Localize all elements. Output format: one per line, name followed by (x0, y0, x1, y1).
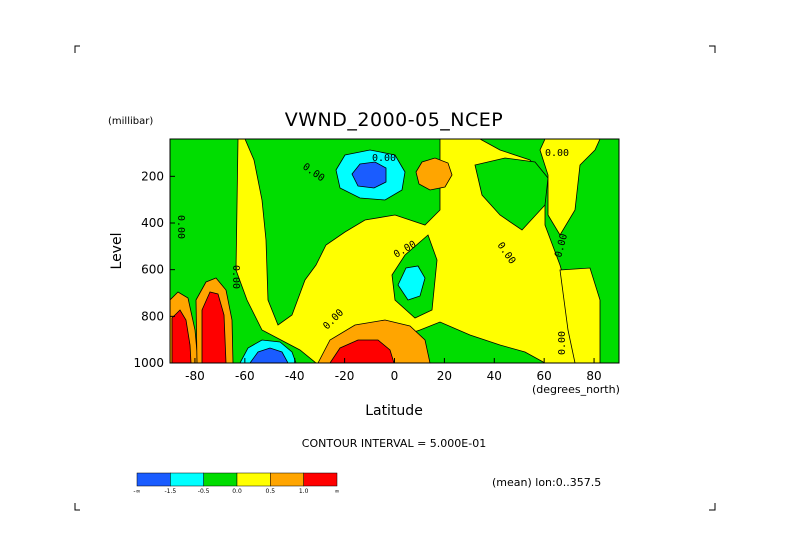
x-units-label: (degrees_north) (532, 383, 620, 396)
contour-interval-text: CONTOUR INTERVAL = 5.000E-01 (302, 437, 486, 450)
yellow-region-northeast (539, 139, 601, 236)
red-jet-south-1 (171, 309, 192, 363)
y-units-label: (millibar) (108, 116, 153, 127)
color-bar-label: 0.0 (232, 488, 242, 495)
y-tick-label: 800 (141, 309, 164, 323)
contour-label-2: 0.00 (545, 148, 569, 159)
color-bar-swatch (170, 472, 204, 487)
cyan-small-blob (397, 265, 426, 301)
corner-mark-bottom-right (709, 503, 716, 511)
x-tick-label: -60 (235, 369, 255, 383)
subset-note: (mean) lon:0..357.5 (492, 476, 601, 489)
contour-label-4: 0.00 (175, 215, 186, 239)
chart-title: VWND_2000-05_NCEP (285, 109, 503, 131)
color-bar-swatch (236, 472, 271, 487)
corner-marks (74, 45, 716, 511)
corner-mark-top-left (74, 45, 80, 53)
color-bar-label: 0.5 (266, 488, 276, 495)
color-bar-swatch (203, 472, 238, 487)
contour-label-5: 0.00 (230, 265, 241, 289)
x-tick-label: 20 (437, 369, 452, 383)
color-bar-label: -1.5 (164, 488, 176, 495)
y-tick-label: 1000 (133, 356, 164, 370)
x-tick-label: -40 (285, 369, 305, 383)
color-bar-swatch (270, 472, 304, 487)
corner-mark-top-right (709, 45, 716, 53)
red-center-surface (329, 339, 395, 363)
contour-label-1: 0.00 (372, 153, 396, 164)
x-axis-label: Latitude (365, 403, 423, 419)
contour-field (170, 139, 619, 363)
green-region-north-inner (474, 157, 549, 231)
orange-center-upper (415, 157, 453, 191)
x-tick-label: 80 (586, 369, 601, 383)
y-axis-label: Level (109, 233, 125, 270)
yellow-region-northeast-low (559, 267, 601, 363)
x-tick-label: 40 (487, 369, 502, 383)
x-tick-label: 60 (537, 369, 552, 383)
corner-mark-bottom-left (74, 503, 80, 511)
green-region-surface-mid (389, 321, 546, 363)
y-axis: 200 400 600 800 1000 (133, 169, 175, 370)
color-bar-label: ∞ (335, 488, 340, 495)
color-bar-swatch (136, 472, 171, 487)
y-tick-label: 400 (141, 216, 164, 230)
x-tick-label: -20 (335, 369, 355, 383)
color-bar-label: -∞ (133, 488, 140, 495)
x-tick-label: -80 (185, 369, 205, 383)
color-bar-label: 1.0 (299, 488, 309, 495)
color-bar-swatch (303, 472, 338, 487)
contour-label-10: 0.00 (557, 331, 568, 355)
y-tick-label: 600 (141, 263, 164, 277)
blue-center-surface (249, 347, 289, 363)
x-tick-label: 0 (391, 369, 399, 383)
color-bar-legend: -∞ -1.5 -0.5 0.0 0.5 1.0 ∞ (133, 472, 340, 495)
x-axis: -80 -60 -40 -20 0 20 40 60 80 (185, 358, 602, 383)
blue-center-upper (351, 161, 387, 189)
y-tick-label: 200 (141, 169, 164, 183)
color-bar-label: -0.5 (198, 488, 210, 495)
red-jet-south-2 (201, 291, 227, 363)
